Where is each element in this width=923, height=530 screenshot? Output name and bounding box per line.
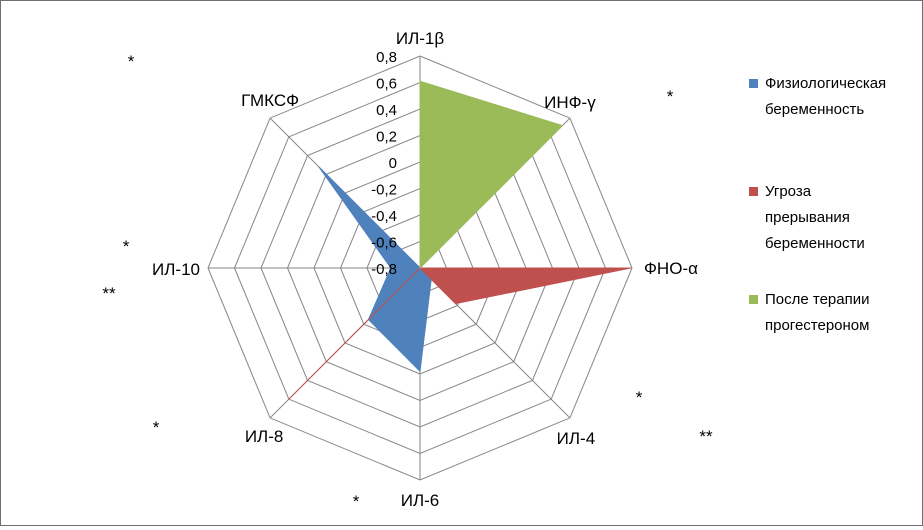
legend-swatch — [749, 295, 758, 304]
annotations: ********** — [102, 52, 713, 511]
category-label: ИЛ-10 — [152, 260, 200, 279]
legend-swatch — [749, 187, 758, 196]
significance-marker: * — [123, 237, 130, 256]
radial-tick-label: -0,8 — [371, 261, 397, 278]
significance-marker: * — [667, 87, 674, 106]
category-label: ИЛ-1β — [396, 29, 444, 48]
series-area — [419, 80, 564, 270]
radial-tick-label: 0,4 — [376, 102, 397, 119]
category-label: ИНФ-γ — [544, 93, 596, 112]
category-label: ГМКСФ — [241, 91, 299, 110]
significance-marker: ** — [102, 284, 116, 303]
category-label: ИЛ-4 — [557, 429, 596, 448]
legend-label: После терапии прогестероном — [765, 291, 870, 334]
significance-marker: * — [636, 388, 643, 407]
radial-tick-label: -0,2 — [371, 182, 397, 199]
radial-tick-label: -0,6 — [371, 235, 397, 252]
significance-marker: * — [128, 52, 135, 71]
legend-swatch — [749, 79, 758, 88]
significance-marker: * — [353, 492, 360, 511]
radial-tick-label: 0,6 — [376, 76, 397, 93]
category-label: ИЛ-8 — [245, 427, 284, 446]
radial-tick-label: 0,2 — [376, 129, 397, 146]
category-label: ФНО-α — [644, 259, 698, 278]
legend-label: Физиологическая беременность — [765, 75, 886, 118]
significance-marker: * — [153, 418, 160, 437]
category-label: ИЛ-6 — [401, 491, 440, 510]
legend: Физиологическая беременность Угроза прерыва… — [749, 75, 886, 334]
category-labels: ИЛ-1β ИНФ-γ ФНО-α ИЛ-4 ИЛ-6 ИЛ-8 ИЛ-10 ГМКСФ — [152, 29, 698, 510]
series-area — [288, 267, 631, 400]
radial-tick-label: 0 — [389, 155, 397, 172]
legend-label: Угроза прерывания беременности — [765, 183, 865, 252]
radial-tick-label: 0,8 — [376, 49, 397, 66]
radial-tick-label: -0,4 — [371, 208, 397, 225]
significance-marker: ** — [699, 427, 713, 446]
radial-tick-labels: -0,8 -0,6 -0,4 -0,2 0 0,2 0,4 0,6 0,8 — [371, 49, 397, 278]
series-layer — [288, 80, 631, 400]
